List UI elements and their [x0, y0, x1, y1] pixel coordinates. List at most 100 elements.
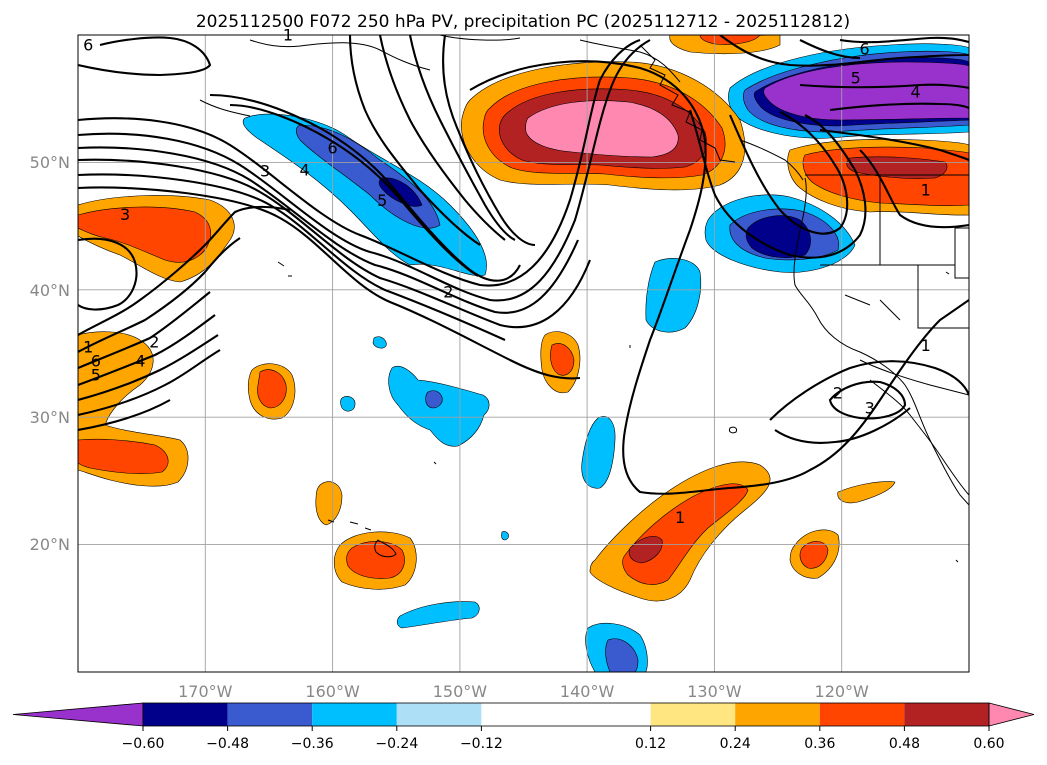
contour-label: 2 [149, 332, 159, 351]
colorbar-extend-min [12, 702, 144, 727]
contour-label: 2 [443, 283, 453, 302]
contour-label: 3 [120, 205, 130, 224]
pv-contour-ridge-3 [408, 35, 516, 241]
pv-contour-far-west-1 [78, 36, 212, 77]
x-tick-label: 140°W [560, 682, 615, 701]
anomaly-red-bc-coast [699, 35, 761, 45]
pv-contour-southwest-inner [828, 380, 907, 420]
contour-label: 6 [860, 39, 870, 58]
contour-label: 1 [675, 508, 685, 527]
pv-contour-west-4 [78, 158, 591, 329]
colorbar-segment [481, 703, 651, 726]
coastline-islands [277, 261, 959, 563]
pv-contour-ridge-1 [348, 35, 481, 246]
colorbar-tick-label: 0.24 [720, 736, 751, 752]
contour-label: 4 [299, 160, 309, 179]
pv-contour-west-2 [78, 39, 651, 302]
colorbar-segment [312, 703, 397, 726]
colorbar-tick-label: −0.36 [291, 736, 334, 752]
pv-contour-southwest-low-2 [78, 237, 241, 353]
anomaly-mid-hawaii-north [425, 390, 443, 409]
x-tick-label: 130°W [687, 682, 742, 701]
contour-label: 5 [91, 365, 101, 384]
colorbar-tick-label: −0.48 [206, 736, 249, 752]
pv-contour-ridge-4 [442, 35, 536, 247]
y-tick-label: 40°N [30, 281, 70, 300]
y-tick-label: 50°N [30, 153, 70, 172]
pv-contour-bc-1 [719, 35, 969, 67]
anomaly-blue-small-1 [340, 396, 356, 412]
contour-label: 5 [377, 191, 387, 210]
x-axis-ticks: 170°W 160°W 150°W 140°W 130°W 120°W [178, 682, 869, 701]
contour-label: 6 [83, 35, 93, 54]
anomaly-red-sw-corner [78, 438, 169, 474]
anomaly-mid-bottom [605, 638, 639, 672]
colorbar-tick-label: −0.12 [460, 736, 503, 752]
contour-label: 1 [921, 336, 931, 355]
pv-contour-trough-2 [729, 111, 849, 235]
anomaly-red-123w [799, 541, 829, 569]
coastline-hawaii [327, 519, 397, 558]
anomaly-blue-south-hawaii [396, 601, 480, 629]
colorbar-segment [396, 703, 482, 726]
contour-label: 6 [327, 139, 337, 158]
colorbar-segment [735, 703, 820, 726]
colorbar-tick-label: 0.12 [635, 736, 666, 752]
map-area [78, 35, 969, 672]
colorbar-tick-label: 0.60 [973, 736, 1004, 752]
x-tick-label: 150°W [433, 682, 488, 701]
pv-contour-bc-4 [819, 128, 969, 161]
contour-label: 2 [833, 383, 843, 402]
x-tick-label: 160°W [305, 682, 360, 701]
pv-contour-west-1 [78, 39, 641, 287]
anomaly-red-143w [550, 343, 575, 376]
coastline-bc [639, 44, 736, 163]
pv-contours [78, 35, 969, 495]
anomaly-orange-115w [837, 481, 896, 504]
anomaly-blue-small-2 [372, 336, 387, 349]
pv-contour-southwest [769, 360, 969, 421]
coastline-vancouver [739, 139, 804, 181]
contour-label: 3 [260, 162, 270, 181]
contour-label: 1 [921, 181, 931, 200]
pv-contour-inner-2 [229, 103, 479, 277]
colorbar-tick-label: −0.60 [122, 736, 165, 752]
y-tick-label: 20°N [30, 535, 70, 554]
colorbar-outline [142, 702, 990, 727]
pv-contour-trough-inner [689, 109, 867, 259]
pv-contour-inner-1 [209, 93, 521, 282]
pv-contour-southwest-low-7 [78, 399, 171, 432]
pv-contour-west-3 [78, 146, 579, 314]
contour-label: 1 [83, 337, 93, 356]
pv-contour-west-6 [78, 186, 581, 380]
anomaly-blue-gulf-alaska [242, 113, 487, 277]
y-axis-ticks: 20°N 30°N 40°N 50°N [30, 153, 70, 554]
coastline-baja [869, 379, 969, 496]
pv-contour-southwest-low-5 [78, 334, 219, 402]
pv-contour-bc-3 [829, 102, 969, 112]
pv-contour-southwest-low-4 [78, 314, 216, 386]
anomaly-orange-158w [315, 481, 343, 526]
pv-contour-low-1 [774, 407, 911, 444]
pv-contour-southwest-low-6 [78, 349, 221, 417]
coastlines [199, 35, 969, 563]
colorbar-segment [819, 703, 905, 726]
chart-title: 2025112500 F072 250 hPa PV, precipitatio… [196, 12, 850, 32]
colorbar-extend-max [988, 702, 1035, 727]
colorbar-segment [904, 703, 989, 726]
anomaly-red-hawaii [346, 541, 405, 579]
colorbar [12, 702, 1035, 727]
contour-label: 4 [135, 351, 145, 370]
anomaly-purple-bc [763, 61, 969, 121]
colorbar-tick-label: −0.24 [375, 736, 418, 752]
map-frame [77, 34, 970, 673]
anomaly-blue-dot [501, 531, 509, 541]
pv-contour-trough-east [469, 60, 969, 495]
contour-label: 5 [851, 69, 861, 88]
colorbar-tick-label: 0.48 [889, 736, 920, 752]
pv-contour-bc-6 [799, 36, 969, 60]
gridlines [78, 35, 969, 672]
border-states [820, 175, 969, 329]
colorbar-segment [650, 703, 736, 726]
pv-contour-bc-2 [799, 83, 969, 90]
